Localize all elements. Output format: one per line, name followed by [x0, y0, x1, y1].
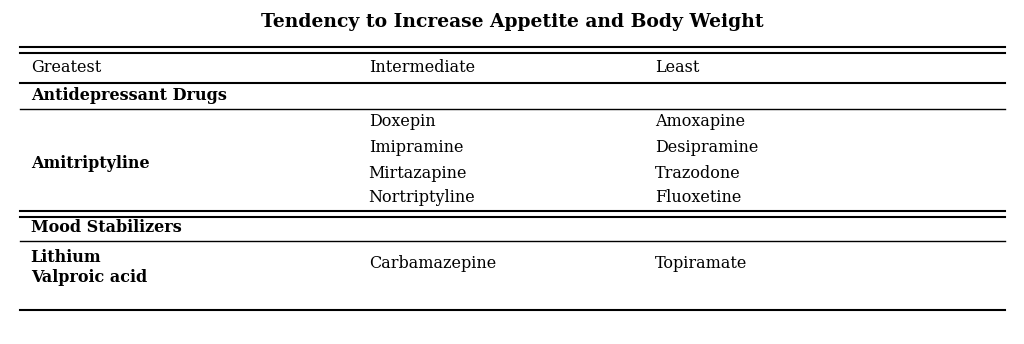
- Text: Topiramate: Topiramate: [655, 255, 748, 271]
- Text: Doxepin: Doxepin: [369, 114, 435, 130]
- Text: Tendency to Increase Appetite and Body Weight: Tendency to Increase Appetite and Body W…: [261, 13, 763, 31]
- Text: Antidepressant Drugs: Antidepressant Drugs: [31, 87, 226, 105]
- Text: Lithium: Lithium: [31, 248, 101, 266]
- Text: Desipramine: Desipramine: [655, 140, 759, 157]
- Text: Imipramine: Imipramine: [369, 140, 463, 157]
- Text: Carbamazepine: Carbamazepine: [369, 255, 496, 271]
- Text: Mood Stabilizers: Mood Stabilizers: [31, 219, 181, 237]
- Text: Amitriptyline: Amitriptyline: [31, 154, 150, 172]
- Text: Intermediate: Intermediate: [369, 58, 475, 75]
- Text: Nortriptyline: Nortriptyline: [369, 190, 475, 206]
- Text: Greatest: Greatest: [31, 58, 101, 75]
- Text: Amoxapine: Amoxapine: [655, 114, 745, 130]
- Text: Least: Least: [655, 58, 699, 75]
- Text: Trazodone: Trazodone: [655, 164, 741, 182]
- Text: Fluoxetine: Fluoxetine: [655, 190, 741, 206]
- Text: Mirtazapine: Mirtazapine: [369, 164, 467, 182]
- Text: Valproic acid: Valproic acid: [31, 269, 147, 286]
